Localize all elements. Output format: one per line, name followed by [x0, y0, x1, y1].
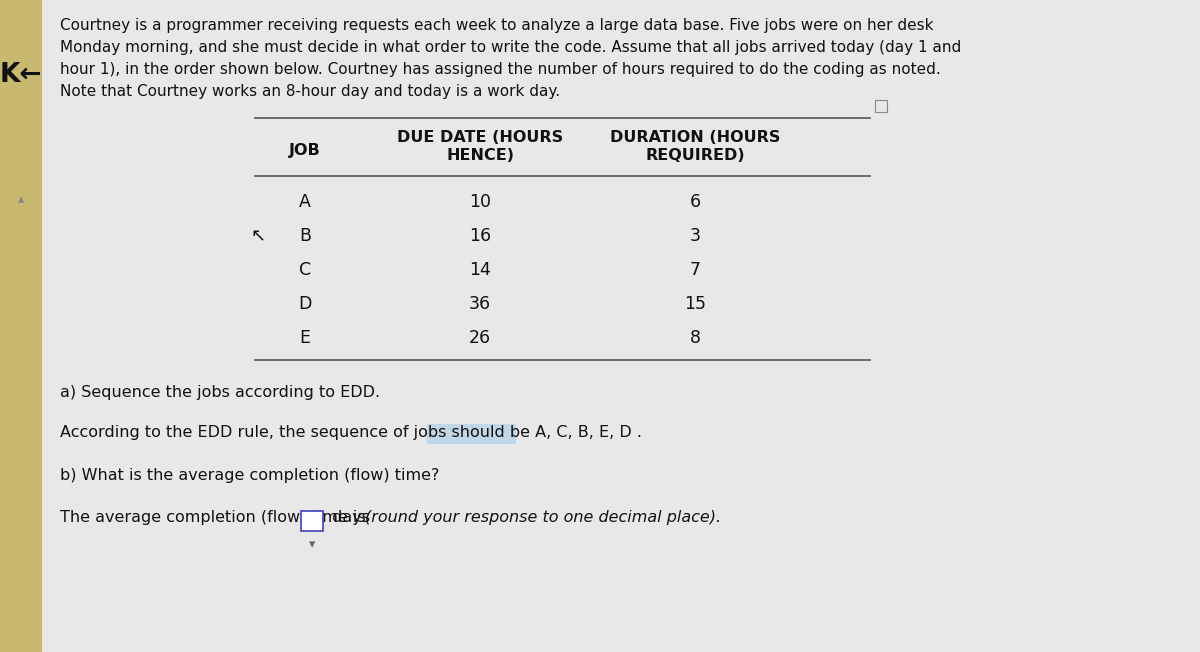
- Text: DUE DATE (HOURS: DUE DATE (HOURS: [397, 130, 563, 145]
- Text: Monday morning, and she must decide in what order to write the code. Assume that: Monday morning, and she must decide in w…: [60, 40, 961, 55]
- Text: A: A: [299, 193, 311, 211]
- Text: ▴: ▴: [18, 194, 24, 207]
- Text: (round your response to one decimal place).: (round your response to one decimal plac…: [365, 510, 721, 525]
- Text: 7: 7: [690, 261, 701, 279]
- Text: JOB: JOB: [289, 143, 320, 158]
- Bar: [0, 0, 42, 652]
- Text: 3: 3: [690, 227, 701, 245]
- Text: C: C: [299, 261, 311, 279]
- Bar: [875, 100, 887, 112]
- Text: 16: 16: [469, 227, 491, 245]
- Text: 8: 8: [690, 329, 701, 347]
- Text: E: E: [300, 329, 311, 347]
- Text: 14: 14: [469, 261, 491, 279]
- Text: K←: K←: [0, 62, 42, 88]
- Text: ↖: ↖: [251, 227, 265, 245]
- Text: 15: 15: [684, 295, 706, 313]
- Text: B: B: [299, 227, 311, 245]
- Text: According to the EDD rule, the sequence of jobs should be A, C, B, E, D .: According to the EDD rule, the sequence …: [60, 425, 642, 440]
- Text: b) What is the average completion (flow) time?: b) What is the average completion (flow)…: [60, 468, 439, 483]
- Text: HENCE): HENCE): [446, 148, 514, 163]
- Text: Courtney is a programmer receiving requests each week to analyze a large data ba: Courtney is a programmer receiving reque…: [60, 18, 934, 33]
- Text: 6: 6: [690, 193, 701, 211]
- Bar: [301, 511, 323, 531]
- Text: 10: 10: [469, 193, 491, 211]
- Text: The average completion (flow) time is: The average completion (flow) time is: [60, 510, 371, 525]
- Text: ▾: ▾: [310, 538, 316, 551]
- Text: DURATION (HOURS: DURATION (HOURS: [610, 130, 780, 145]
- Text: Note that Courtney works an 8-hour day and today is a work day.: Note that Courtney works an 8-hour day a…: [60, 84, 560, 99]
- Text: D: D: [299, 295, 312, 313]
- Text: a) Sequence the jobs according to EDD.: a) Sequence the jobs according to EDD.: [60, 385, 380, 400]
- Text: days: days: [328, 510, 376, 525]
- Text: hour 1), in the order shown below. Courtney has assigned the number of hours req: hour 1), in the order shown below. Court…: [60, 62, 941, 77]
- Bar: [427, 424, 516, 444]
- Text: 26: 26: [469, 329, 491, 347]
- Text: REQUIRED): REQUIRED): [646, 148, 745, 163]
- Text: 36: 36: [469, 295, 491, 313]
